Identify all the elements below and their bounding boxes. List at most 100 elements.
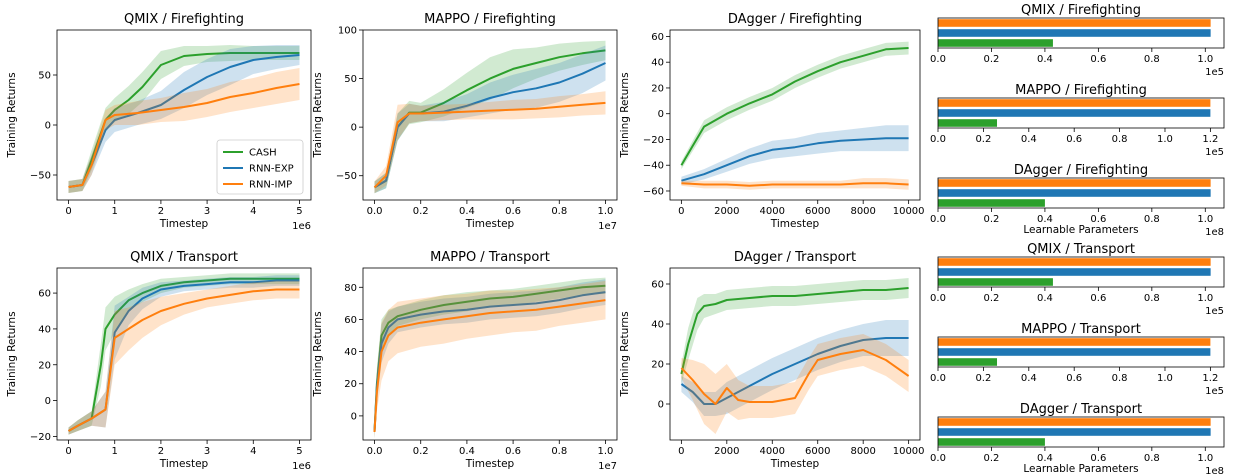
series-line-rnn-imp (373, 299, 606, 433)
x-tick-label: 0.4 (1021, 134, 1037, 145)
band-rnn-exp (681, 125, 909, 185)
chart-title: DAgger / Firefighting (1014, 163, 1148, 178)
series-line-rnn-exp (373, 291, 606, 433)
x-tick-label: 0.6 (1090, 54, 1106, 65)
y-axis-label: Training Returns (6, 311, 18, 397)
y-tick-label: 0 (45, 121, 51, 132)
x-tick-label: 4000 (760, 206, 785, 217)
x-tick-label: 8000 (850, 446, 875, 457)
x-tick-label: 10000 (893, 446, 925, 457)
bar-chart-qmix-ff-params: QMIX / Firefighting 0.0 0.2 0.4 0.6 0.8 1.0 1e5 (930, 3, 1225, 78)
y-axis-label: Training Returns (312, 72, 324, 158)
series-line-rnn-imp (681, 182, 909, 187)
x-tick-label: 0.2 (984, 214, 1000, 225)
x-tick-label: 0.8 (551, 206, 567, 217)
series-line-rnn-imp (373, 101, 606, 189)
line-chart-mappo-ff: MAPPO / Firefighting 0.0 0.2 0.4 0.6 0.8 1.0 −5… (312, 12, 618, 232)
chart-title: MAPPO / Transport (1021, 322, 1141, 337)
legend-label-rnn-imp: RNN-IMP (249, 180, 292, 191)
axes-frame (937, 256, 1225, 288)
bar-chart-qmix-tr-params: QMIX / Transport 0.0 0.2 0.4 0.6 0.8 1.0 1e5 (930, 242, 1225, 317)
x-axis-label: Learnable Parameters (1023, 224, 1138, 236)
bar-rnn-imp (938, 99, 1211, 107)
x-axis-label: Learnable Parameters (1023, 463, 1138, 475)
x-multiplier: 1e8 (1205, 227, 1224, 238)
y-tick-label: 0 (351, 123, 357, 134)
band-rnn-imp (68, 68, 300, 193)
bar-rnn-exp (938, 348, 1211, 356)
x-tick-label: 0.0 (930, 373, 946, 384)
band-cash (681, 278, 909, 384)
x-axis-label: Timestep (465, 218, 515, 230)
series-line-cash (68, 52, 300, 188)
x-tick-label: 0.0 (930, 134, 946, 145)
band-rnn-exp (374, 45, 606, 194)
x-tick-label: 1.0 (1197, 453, 1213, 464)
x-multiplier: 1e7 (598, 221, 617, 232)
x-tick-label: 0.6 (1090, 214, 1106, 225)
bar-chart-dagger-tr-params: DAgger / Transport 0.0 0.2 0.4 0.6 0.8 1.0 1e8 L… (930, 402, 1225, 476)
bar-cash (938, 278, 1053, 286)
line-chart-mappo-tr: MAPPO / Transport 0.0 0.2 0.4 0.6 0.8 1.0 0 20 40… (312, 250, 618, 472)
x-tick-label: 0.2 (984, 293, 1000, 304)
series-line-rnn-exp (680, 337, 909, 405)
chart-title: DAgger / Firefighting (728, 12, 862, 27)
x-tick-label: 0.4 (459, 206, 475, 217)
y-tick-label: 50 (38, 71, 51, 82)
x-tick-label: 2000 (714, 446, 739, 457)
legend-label-rnn-exp: RNN-EXP (249, 164, 294, 175)
bar-rnn-imp (938, 258, 1211, 266)
line-chart-dagger-tr: DAgger / Transport 0 2000 4000 6000 8000 10000… (619, 250, 925, 470)
band-rnn-exp (374, 279, 606, 439)
band-cash (374, 277, 606, 439)
x-tick-label: 0.6 (1090, 293, 1106, 304)
x-multiplier: 1e5 (1205, 147, 1224, 158)
x-axis-label: Timestep (159, 218, 209, 230)
y-tick-label: 60 (651, 32, 664, 43)
x-axis-label: Timestep (465, 458, 515, 470)
y-tick-label: 0 (351, 411, 357, 422)
band-rnn-imp (68, 280, 300, 435)
x-multiplier: 1e5 (1205, 386, 1224, 397)
bar-rnn-exp (938, 268, 1211, 276)
x-multiplier: 1e6 (292, 461, 311, 472)
x-tick-label: 0.4 (1037, 54, 1053, 65)
x-tick-label: 0.4 (1037, 293, 1053, 304)
x-tick-label: 0.0 (930, 453, 946, 464)
bar-chart-mappo-tr-params: MAPPO / Transport 0.0 0.2 0.4 0.6 0.8 1.0 1.2 1e… (930, 322, 1225, 397)
bar-rnn-exp (938, 189, 1211, 197)
bar-cash (938, 438, 1045, 446)
y-tick-label: 20 (344, 379, 357, 390)
chart-title: DAgger / Transport (734, 250, 856, 265)
y-axis-label: Training Returns (312, 311, 324, 397)
x-tick-label: 0.6 (1066, 373, 1082, 384)
y-tick-label: −50 (336, 171, 357, 182)
x-tick-label: 5 (296, 446, 302, 457)
x-axis-label: Timestep (159, 458, 209, 470)
y-tick-label: −20 (643, 135, 664, 146)
y-tick-label: 100 (338, 26, 357, 37)
x-tick-label: 0.8 (1112, 134, 1128, 145)
x-tick-label: 5 (296, 206, 302, 217)
x-tick-label: 0.2 (975, 134, 991, 145)
x-tick-label: 6000 (805, 206, 830, 217)
chart-title: QMIX / Firefighting (124, 12, 244, 27)
y-tick-label: 40 (344, 347, 357, 358)
y-axis-label: Training Returns (6, 72, 18, 158)
chart-title: QMIX / Transport (1027, 242, 1135, 257)
y-axis-label: Training Returns (619, 72, 631, 158)
axes-frame (669, 267, 921, 441)
x-tick-label: 2000 (714, 206, 739, 217)
x-tick-label: 2 (158, 446, 164, 457)
x-tick-label: 1 (112, 206, 118, 217)
y-axis-label: Training Returns (619, 311, 631, 397)
series-line-cash (68, 277, 300, 432)
x-tick-label: 0 (678, 446, 684, 457)
axes-frame (56, 29, 312, 201)
y-tick-label: −60 (643, 186, 664, 197)
axes-frame (937, 416, 1225, 448)
x-tick-label: 8000 (850, 206, 875, 217)
x-tick-label: 0 (678, 206, 684, 217)
y-tick-label: 20 (38, 360, 51, 371)
x-tick-label: 0.0 (930, 54, 946, 65)
